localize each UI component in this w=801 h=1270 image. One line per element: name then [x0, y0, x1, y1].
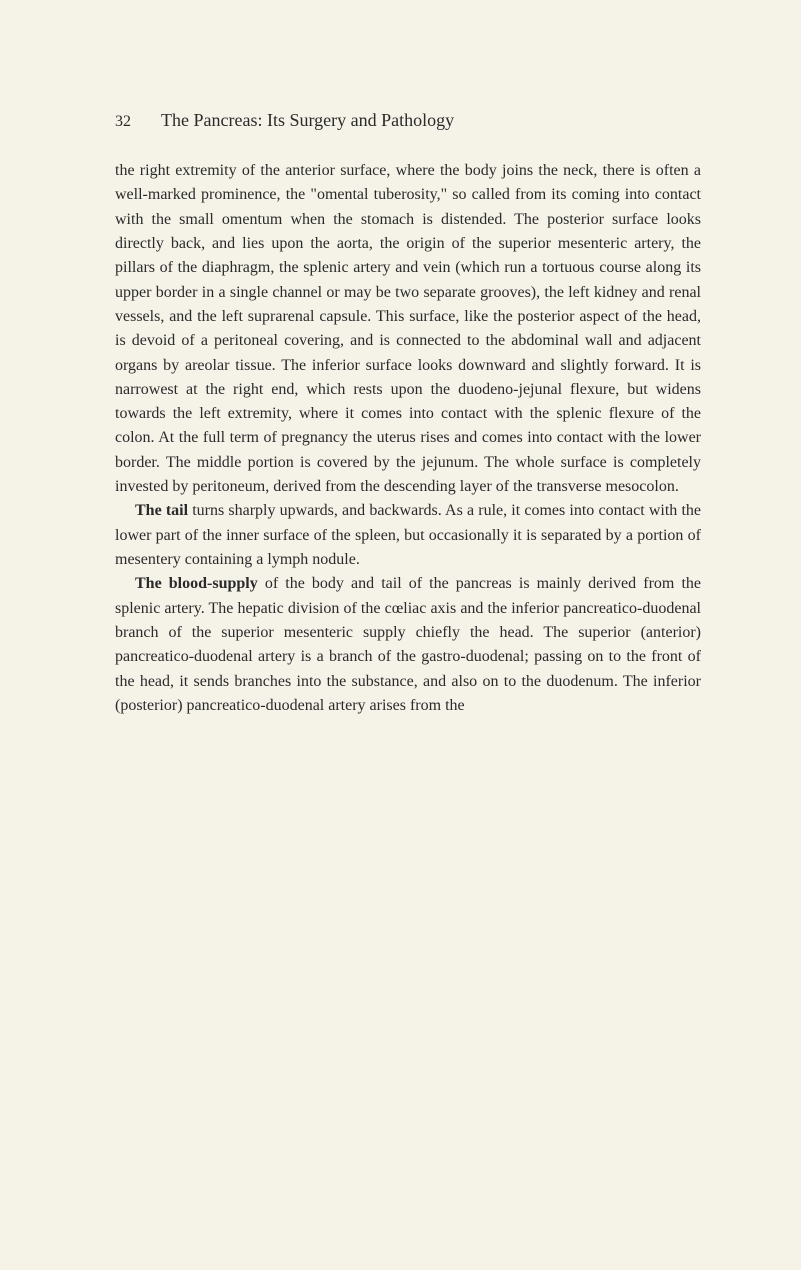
page-header: 32 The Pancreas: Its Surgery and Patholo… [115, 110, 701, 131]
paragraph-2: The tail turns sharply upwards, and back… [115, 499, 701, 572]
tail-heading: The tail [135, 502, 188, 519]
body-text: the right extremity of the anterior surf… [115, 159, 701, 718]
blood-supply-heading: The blood-supply [135, 575, 258, 592]
paragraph-3: The blood-supply of the body and tail of… [115, 572, 701, 718]
page-title: The Pancreas: Its Surgery and Pathology [161, 110, 454, 131]
paragraph-1: the right extremity of the anterior surf… [115, 159, 701, 499]
paragraph-3-text: of the body and tail of the pancreas is … [115, 575, 701, 714]
paragraph-2-text: turns sharply upwards, and backwards. As… [115, 502, 701, 568]
page-number: 32 [115, 113, 131, 131]
